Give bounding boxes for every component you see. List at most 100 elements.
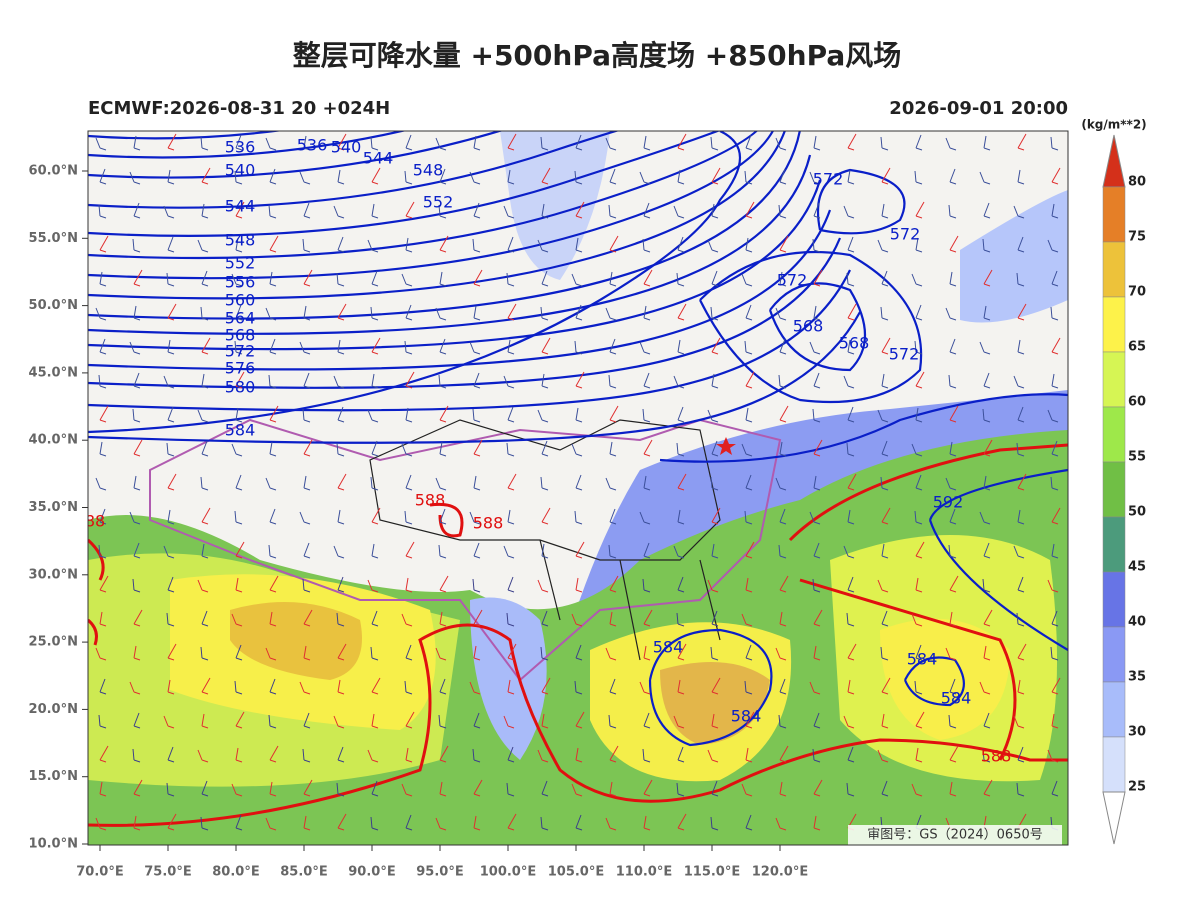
barb bbox=[405, 304, 413, 321]
barb bbox=[541, 677, 551, 695]
barb bbox=[231, 273, 243, 287]
barb bbox=[575, 814, 583, 831]
barb bbox=[677, 473, 687, 491]
barb bbox=[609, 235, 619, 253]
barb bbox=[847, 406, 855, 423]
barb bbox=[642, 578, 651, 593]
barb bbox=[99, 405, 109, 423]
barb bbox=[813, 135, 821, 151]
barb bbox=[98, 204, 107, 219]
lon-label: 80.0°E bbox=[212, 865, 259, 880]
barb bbox=[401, 613, 413, 627]
barb bbox=[710, 646, 719, 661]
lon-label: 95.0°E bbox=[416, 865, 463, 880]
contour bbox=[88, 131, 284, 140]
barb bbox=[439, 338, 447, 355]
barb bbox=[1016, 782, 1025, 797]
barb bbox=[605, 477, 617, 491]
contour bbox=[768, 282, 867, 372]
barb bbox=[813, 712, 821, 729]
lon-label: 90.0°E bbox=[348, 865, 395, 880]
colorbar-band bbox=[1102, 351, 1126, 408]
barb bbox=[707, 239, 719, 253]
barb bbox=[404, 680, 413, 695]
barb bbox=[167, 133, 177, 151]
barb bbox=[268, 204, 277, 219]
barb bbox=[99, 441, 107, 457]
contour bbox=[816, 168, 906, 235]
barb bbox=[847, 236, 855, 253]
barb bbox=[1013, 205, 1025, 219]
barb bbox=[677, 133, 687, 151]
barb bbox=[439, 745, 449, 763]
barb bbox=[167, 813, 177, 831]
barb bbox=[575, 134, 583, 151]
barb bbox=[235, 407, 243, 423]
title: 整层可降水量 +500hPa高度场 +850hPa风场 bbox=[293, 39, 902, 72]
barb bbox=[506, 612, 515, 627]
barb bbox=[778, 544, 787, 559]
barb bbox=[405, 407, 413, 423]
barb bbox=[472, 408, 481, 423]
barb bbox=[507, 576, 515, 593]
barb bbox=[915, 577, 923, 593]
barb bbox=[235, 371, 245, 389]
barb bbox=[371, 440, 379, 457]
barb bbox=[235, 304, 243, 321]
barb bbox=[846, 612, 855, 627]
barb bbox=[677, 406, 685, 423]
barb bbox=[949, 168, 957, 185]
barb bbox=[847, 339, 855, 355]
barb bbox=[371, 373, 379, 389]
height-label: 584 bbox=[731, 707, 762, 726]
barb bbox=[469, 341, 481, 355]
height-label: 572 bbox=[777, 271, 808, 290]
barb bbox=[707, 749, 719, 763]
barb bbox=[537, 749, 549, 763]
barb bbox=[541, 610, 549, 627]
barb bbox=[711, 780, 719, 797]
barb bbox=[269, 235, 279, 253]
barb bbox=[575, 541, 585, 559]
contour bbox=[659, 393, 1068, 463]
barb bbox=[574, 170, 583, 185]
barb bbox=[435, 817, 447, 831]
barb bbox=[404, 170, 413, 185]
barb bbox=[881, 780, 889, 797]
height-label: 552 bbox=[225, 254, 256, 273]
barb bbox=[95, 647, 107, 661]
barb bbox=[843, 545, 855, 559]
height-label: 88 bbox=[85, 512, 105, 531]
lon-label: 105.0°E bbox=[548, 865, 605, 880]
barb bbox=[299, 341, 311, 355]
barb bbox=[983, 712, 991, 729]
barb bbox=[336, 272, 345, 287]
contour bbox=[88, 311, 861, 444]
barb bbox=[677, 339, 685, 355]
barb bbox=[949, 338, 957, 355]
height-label: 588 bbox=[415, 491, 446, 510]
barb bbox=[337, 303, 347, 321]
barb bbox=[371, 713, 379, 729]
barb bbox=[503, 545, 515, 559]
barb bbox=[609, 338, 617, 355]
barb bbox=[949, 508, 957, 525]
barb bbox=[371, 203, 379, 219]
barb bbox=[235, 814, 243, 831]
colorbar-band bbox=[1102, 406, 1126, 463]
barb bbox=[881, 167, 891, 185]
barb bbox=[575, 407, 583, 423]
barb bbox=[337, 236, 345, 253]
height-label: 592 bbox=[933, 493, 964, 512]
barb bbox=[643, 305, 651, 321]
barb bbox=[473, 645, 481, 661]
barb bbox=[405, 711, 415, 729]
barb bbox=[438, 544, 447, 559]
barb bbox=[235, 237, 243, 253]
barb bbox=[915, 747, 923, 763]
barb bbox=[979, 341, 991, 355]
barb bbox=[744, 340, 753, 355]
barb bbox=[575, 577, 583, 593]
barb bbox=[915, 644, 923, 661]
barb bbox=[166, 272, 175, 287]
